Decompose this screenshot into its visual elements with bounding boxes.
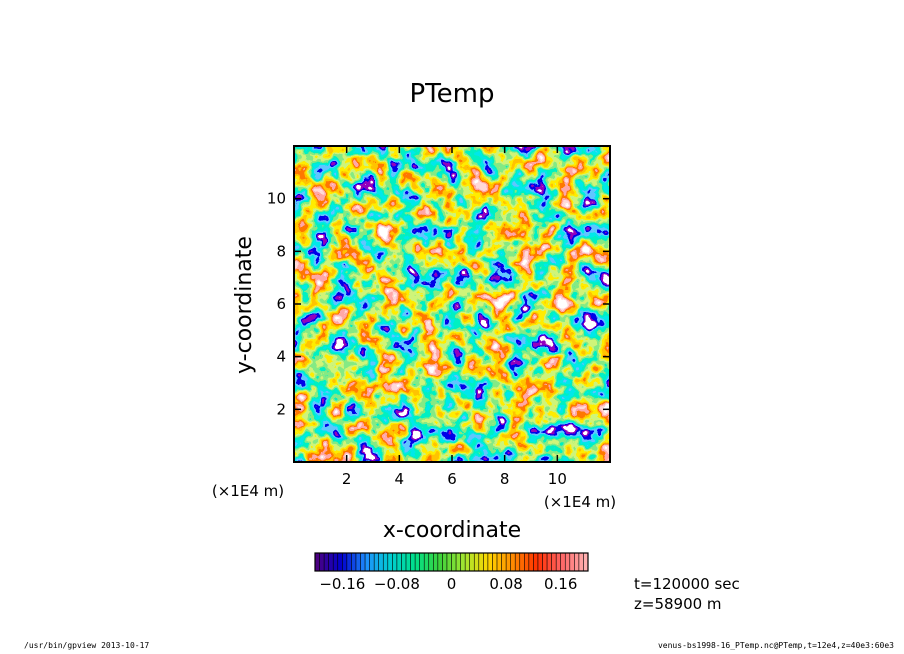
colorbar-swatch: [528, 552, 534, 572]
colorbar-swatch: [428, 552, 434, 572]
colorbar-tick-label: 0: [447, 575, 457, 593]
colorbar-swatch: [314, 552, 321, 572]
x-tick-label: 8: [500, 470, 510, 488]
y-tick-label: 10: [267, 190, 286, 208]
x-unit-label: (×1E4 m): [544, 493, 616, 511]
colorbar-swatch: [323, 552, 330, 572]
colorbar-swatch: [432, 552, 439, 572]
colorbar-swatch: [487, 552, 493, 572]
colorbar-swatch: [319, 552, 325, 572]
colorbar-swatch: [337, 552, 343, 572]
colorbar-swatch: [341, 552, 348, 572]
x-tick-label: 2: [342, 470, 352, 488]
colorbar-frame: [314, 552, 589, 572]
y-tick-label: 4: [276, 348, 286, 366]
x-tick-label: 4: [395, 470, 405, 488]
colorbar-swatch: [460, 552, 466, 572]
time-annotation: t=120000 sec: [634, 575, 740, 593]
colorbar-tick-label: 0.08: [489, 575, 522, 593]
colorbar-swatch: [473, 552, 480, 572]
y-unit-label: (×1E4 m): [212, 482, 284, 500]
colorbar-swatch: [332, 552, 339, 572]
colorbar-swatch: [555, 552, 562, 572]
colorbar-swatch: [551, 552, 557, 572]
height-annotation: z=58900 m: [634, 595, 722, 613]
colorbar-swatch: [423, 552, 430, 572]
colorbar-swatch: [401, 552, 407, 572]
y-tick-label: 6: [276, 295, 286, 313]
colorbar-swatch: [578, 552, 584, 572]
colorbar-swatch: [469, 552, 475, 572]
colorbar-swatch: [546, 552, 553, 572]
y-axis: 2 4 6 8 10: [267, 190, 610, 418]
colorbar-swatch: [387, 552, 393, 572]
colorbar-swatch: [455, 552, 462, 572]
y-tick-label: 8: [276, 242, 286, 260]
colorbar-swatch: [405, 552, 412, 572]
colorbar-tick-labels: −0.16 −0.08 0 0.08 0.16: [319, 575, 577, 593]
colorbar-swatch: [542, 552, 548, 572]
colorbar-swatch: [437, 552, 443, 572]
colorbar-swatch: [510, 552, 516, 572]
colorbar-swatch: [483, 552, 489, 572]
colorbar-swatch: [360, 552, 366, 572]
x-tick-label: 10: [548, 470, 567, 488]
colorbar-swatch: [382, 552, 389, 572]
colorbar-tick-label: −0.16: [319, 575, 365, 593]
heatmap-field: [294, 146, 610, 462]
colorbar-swatch: [369, 552, 375, 572]
x-tick-label: 6: [447, 470, 457, 488]
chart-title: PTemp: [410, 79, 495, 109]
colorbar-swatch: [446, 552, 453, 572]
colorbar-swatch: [564, 552, 571, 572]
colorbar-swatch: [373, 552, 380, 572]
colorbar-swatch: [464, 552, 471, 572]
colorbar-swatch: [414, 552, 421, 572]
colorbar-swatch: [537, 552, 544, 572]
y-tick-label: 2: [276, 400, 286, 418]
colorbar-swatch: [392, 552, 398, 572]
x-axis-label: x-coordinate: [383, 518, 521, 543]
colorbar-swatch: [451, 552, 457, 572]
colorbar-swatch: [355, 552, 362, 572]
colorbar-swatch: [505, 552, 512, 572]
colorbar-swatch: [514, 552, 521, 572]
colorbar-tick-label: 0.16: [544, 575, 577, 593]
colorbar-swatch: [501, 552, 507, 572]
colorbar-swatch: [496, 552, 503, 572]
colorbar-swatch: [569, 552, 575, 572]
colorbar-swatch: [351, 552, 357, 572]
y-axis-label: y-coordinate: [232, 236, 257, 374]
colorbar-swatch: [364, 552, 371, 572]
colorbar-swatch: [519, 552, 525, 572]
footer-right: venus-bs1998-16_PTemp.nc@PTemp,t=12e4,z=…: [657, 641, 894, 650]
colorbar-swatch: [560, 552, 566, 572]
colorbar-tick-label: −0.08: [374, 575, 420, 593]
colorbar-swatch: [492, 552, 498, 572]
colorbar-swatch: [328, 552, 334, 572]
colorbar-swatch: [396, 552, 402, 572]
colorbar-swatch: [346, 552, 352, 572]
colorbar-swatch: [442, 552, 448, 572]
x-axis: 2 4 6 8 10: [342, 146, 567, 488]
colorbar-swatch: [419, 552, 425, 572]
footer-left: /usr/bin/gpview 2013-10-17: [24, 641, 150, 650]
colorbar-swatch: [574, 552, 580, 572]
colorbar-swatch: [533, 552, 539, 572]
plot-area: [293, 145, 611, 463]
colorbar-swatch: [410, 552, 416, 572]
colorbar-swatch: [378, 552, 384, 572]
colorbar: [314, 552, 589, 572]
colorbar-swatch: [523, 552, 530, 572]
colorbar-swatch: [478, 552, 484, 572]
